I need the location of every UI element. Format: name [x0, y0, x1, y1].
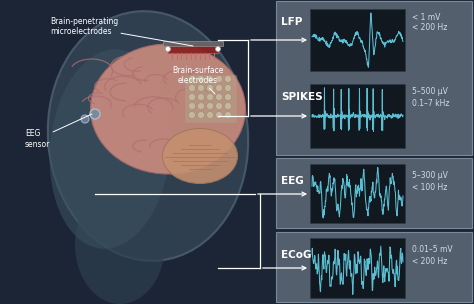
Text: LFP: LFP: [281, 17, 302, 27]
Text: Brain-penetrating
microelectrodes: Brain-penetrating microelectrodes: [50, 17, 193, 46]
Text: < 1 mV: < 1 mV: [412, 12, 440, 22]
Text: Brain-surface
electrodes: Brain-surface electrodes: [173, 66, 224, 94]
Circle shape: [207, 112, 213, 119]
Ellipse shape: [50, 49, 171, 249]
Circle shape: [198, 102, 204, 109]
Text: 0.01–5 mV: 0.01–5 mV: [412, 246, 453, 254]
Circle shape: [198, 94, 204, 101]
FancyBboxPatch shape: [276, 232, 472, 302]
Circle shape: [216, 94, 222, 101]
Circle shape: [225, 112, 231, 119]
Text: EEG: EEG: [281, 176, 304, 186]
Circle shape: [165, 47, 171, 51]
Circle shape: [207, 94, 213, 101]
Circle shape: [198, 85, 204, 92]
Circle shape: [216, 85, 222, 92]
Circle shape: [189, 85, 195, 92]
Circle shape: [225, 102, 231, 109]
Circle shape: [207, 102, 213, 109]
Text: 5–300 μV: 5–300 μV: [412, 171, 448, 181]
Circle shape: [207, 75, 213, 82]
Circle shape: [189, 94, 195, 101]
Circle shape: [189, 75, 195, 82]
Text: 5–500 μV: 5–500 μV: [412, 88, 448, 96]
Circle shape: [189, 112, 195, 119]
Ellipse shape: [91, 44, 246, 174]
Circle shape: [216, 112, 222, 119]
Bar: [310, 164, 405, 223]
Circle shape: [225, 94, 231, 101]
Circle shape: [198, 112, 204, 119]
Text: < 200 Hz: < 200 Hz: [412, 257, 447, 265]
FancyBboxPatch shape: [276, 158, 472, 228]
Circle shape: [90, 109, 100, 119]
Circle shape: [216, 75, 222, 82]
Bar: [310, 238, 405, 298]
Text: 0.1–7 kHz: 0.1–7 kHz: [412, 98, 449, 108]
Text: < 100 Hz: < 100 Hz: [412, 182, 447, 192]
Circle shape: [225, 85, 231, 92]
Text: ECoG: ECoG: [281, 250, 311, 260]
FancyBboxPatch shape: [276, 1, 472, 155]
Circle shape: [216, 47, 220, 51]
Circle shape: [189, 102, 195, 109]
Text: SPIKES: SPIKES: [281, 92, 323, 102]
Circle shape: [81, 115, 89, 123]
Circle shape: [198, 75, 204, 82]
Bar: [163, 41, 223, 46]
Bar: [310, 9, 405, 71]
Text: EEG
sensor: EEG sensor: [25, 114, 92, 149]
Circle shape: [216, 102, 222, 109]
Circle shape: [225, 75, 231, 82]
Ellipse shape: [163, 129, 237, 184]
Text: < 200 Hz: < 200 Hz: [412, 23, 447, 33]
Circle shape: [207, 85, 213, 92]
Ellipse shape: [75, 184, 165, 304]
Bar: [310, 84, 405, 148]
FancyBboxPatch shape: [185, 75, 237, 123]
Bar: [168, 43, 218, 53]
Ellipse shape: [48, 11, 248, 261]
